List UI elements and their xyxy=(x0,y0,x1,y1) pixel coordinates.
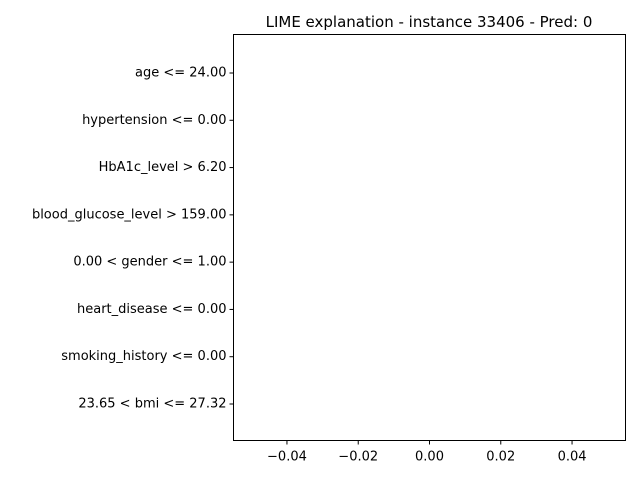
x-axis: −0.04 −0.02 0.00 0.02 0.04 xyxy=(267,440,587,465)
y-tick-label: 0.00 < gender <= 1.00 xyxy=(73,255,226,270)
x-tick-label: −0.04 xyxy=(267,450,307,465)
x-tick-label: −0.02 xyxy=(338,450,378,465)
y-axis: age <= 24.00 hypertension <= 0.00 HbA1c_le… xyxy=(32,66,234,412)
x-tick-label: 0.04 xyxy=(558,450,587,465)
y-tick-label: blood_glucose_level > 159.00 xyxy=(32,207,227,222)
chart-title: LIME explanation - instance 33406 - Pred… xyxy=(266,13,593,31)
y-tick-label: heart_disease <= 0.00 xyxy=(77,302,227,317)
y-tick-label: 23.65 < bmi <= 27.32 xyxy=(78,397,226,412)
y-tick-label: hypertension <= 0.00 xyxy=(82,113,226,128)
x-tick-label: 0.02 xyxy=(486,450,515,465)
y-tick-label: smoking_history <= 0.00 xyxy=(61,349,226,364)
y-tick-label: HbA1c_level > 6.20 xyxy=(99,160,227,175)
plot-frame xyxy=(233,34,626,441)
x-tick-label: 0.00 xyxy=(415,450,444,465)
y-tick-label: age <= 24.00 xyxy=(135,66,226,81)
